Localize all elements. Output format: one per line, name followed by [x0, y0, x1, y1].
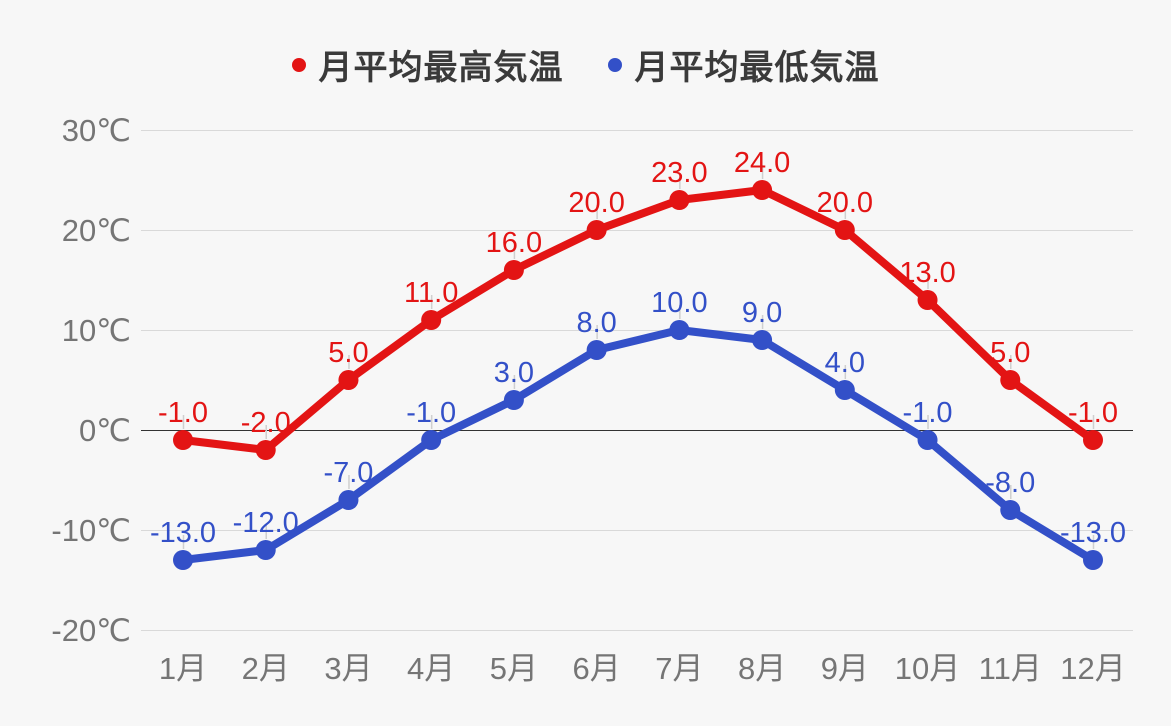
y-axis-tick-label: -20℃	[51, 613, 131, 648]
y-axis-tick-label: 20℃	[62, 213, 131, 248]
data-point-marker	[255, 540, 276, 560]
data-point-marker	[503, 390, 524, 410]
data-point-label: -7.0	[323, 457, 373, 489]
data-point-marker	[752, 180, 773, 200]
data-point-label: 5.0	[328, 337, 368, 369]
x-axis-month-label: 1月	[159, 651, 207, 686]
y-axis-tick-label: 10℃	[62, 313, 131, 348]
data-point-label: -12.0	[233, 507, 299, 539]
data-point-label: 4.0	[825, 347, 865, 379]
series-line-high	[179, 186, 1097, 454]
data-point-label: -1.0	[158, 397, 208, 429]
data-point-label: 16.0	[486, 227, 542, 259]
x-axis-month-label: 4月	[407, 651, 455, 686]
data-point-label: -1.0	[406, 397, 456, 429]
data-point-label: -1.0	[903, 397, 953, 429]
data-point-label: -2.0	[241, 407, 291, 439]
data-point-marker	[338, 370, 359, 390]
data-point-marker	[1000, 370, 1021, 390]
legend-dot-low-icon	[607, 57, 622, 72]
data-point-label: 11.0	[404, 277, 458, 309]
data-point-label: 23.0	[651, 157, 707, 189]
legend-item-monthly-avg-low: 月平均最低気温	[607, 40, 880, 89]
data-point-label: -13.0	[1060, 517, 1126, 549]
data-point-marker	[834, 220, 855, 240]
data-point-label: 20.0	[568, 187, 624, 219]
legend-label-low: 月平均最低気温	[634, 49, 880, 87]
x-axis-month-label: 6月	[573, 651, 621, 686]
data-point-marker	[173, 430, 193, 450]
data-point-label: 20.0	[817, 187, 873, 219]
chart-legend: 月平均最高気温 月平均最低気温	[0, 40, 1171, 89]
x-axis-month-label: 2月	[242, 651, 290, 686]
x-axis-month-label: 3月	[324, 651, 372, 686]
x-axis-month-label: 8月	[738, 651, 786, 686]
data-point-marker	[917, 430, 938, 450]
data-point-label: 24.0	[734, 147, 790, 179]
y-axis-tick-label: 0℃	[79, 413, 131, 448]
x-axis-month-label: 12月	[1060, 651, 1125, 686]
x-axis-month-label: 11月	[979, 651, 1042, 686]
legend-label-high: 月平均最高気温	[318, 49, 564, 87]
data-point-marker	[1083, 550, 1103, 570]
x-axis-month-label: 7月	[655, 651, 703, 686]
data-point-label: 13.0	[899, 257, 955, 289]
data-point-label: 10.0	[651, 287, 707, 319]
data-point-marker	[338, 490, 359, 510]
x-axis-month-label: 5月	[490, 651, 538, 686]
data-point-marker	[669, 190, 690, 210]
data-point-marker	[917, 290, 938, 310]
data-point-label: 9.0	[742, 297, 782, 329]
series-line-low	[179, 326, 1097, 564]
legend-dot-high-icon	[291, 57, 306, 72]
y-axis-tick-label: 30℃	[62, 113, 131, 148]
data-point-label: -13.0	[150, 517, 216, 549]
data-point-marker	[669, 320, 690, 340]
data-point-marker	[834, 380, 855, 400]
data-point-marker	[421, 430, 442, 450]
data-point-marker	[255, 440, 276, 460]
data-point-marker	[586, 220, 607, 240]
data-point-marker	[1000, 500, 1021, 520]
y-axis-tick-label: -10℃	[51, 513, 131, 548]
data-point-marker	[752, 330, 773, 350]
x-axis-month-label: 9月	[821, 651, 869, 686]
data-point-label: -1.0	[1068, 397, 1118, 429]
data-point-label: 5.0	[990, 337, 1030, 369]
x-axis-month-label: 10月	[895, 651, 960, 686]
data-point-marker	[586, 340, 607, 360]
data-point-marker	[421, 310, 442, 330]
data-point-marker	[503, 260, 524, 280]
data-point-label: 8.0	[576, 307, 616, 339]
data-point-label: -8.0	[985, 467, 1035, 499]
data-point-marker	[173, 550, 193, 570]
data-point-label: 3.0	[494, 357, 534, 389]
legend-item-monthly-avg-high: 月平均最高気温	[291, 40, 564, 89]
data-point-marker	[1083, 430, 1103, 450]
